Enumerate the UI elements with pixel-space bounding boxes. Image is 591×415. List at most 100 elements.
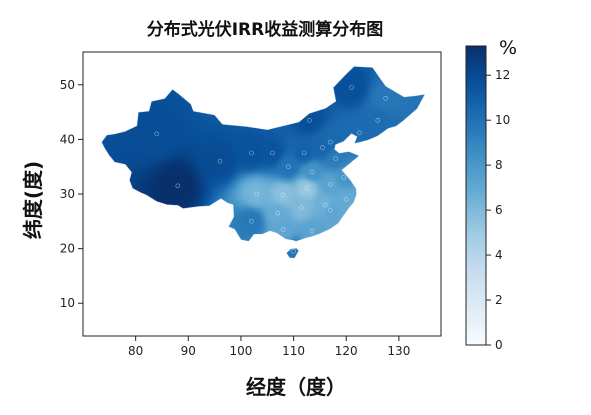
map-cell <box>164 181 167 185</box>
map-cell <box>157 111 161 114</box>
map-cell <box>116 146 119 150</box>
map-cell <box>157 179 161 183</box>
map-cell <box>166 96 170 99</box>
map-cell <box>135 173 139 176</box>
map-cell <box>133 181 137 185</box>
map-cell <box>140 179 143 183</box>
map-cell <box>127 140 130 143</box>
map-cell <box>162 115 165 119</box>
map-cell <box>138 177 141 180</box>
map-cell <box>109 140 112 143</box>
map-cell <box>138 170 141 174</box>
map-cell <box>133 129 137 132</box>
map-cell <box>127 159 130 163</box>
map-cell <box>146 175 150 178</box>
map-cell <box>109 146 112 150</box>
map-cell <box>153 166 156 169</box>
map-cell <box>131 159 134 163</box>
map-cell <box>133 153 137 156</box>
map-cell <box>153 188 156 191</box>
map-cell <box>160 126 163 130</box>
map-cell <box>151 184 154 187</box>
map-cell <box>151 133 154 136</box>
map-cell <box>138 181 141 185</box>
map-cell <box>129 168 132 172</box>
map-cell <box>151 155 154 158</box>
map-cell <box>155 186 159 189</box>
map-cell <box>127 155 130 158</box>
map-cell <box>162 155 165 158</box>
map-cell <box>129 135 132 139</box>
map-cell <box>146 133 150 136</box>
map-cell <box>118 146 121 150</box>
map-cell <box>135 146 139 150</box>
map-cell <box>162 166 165 169</box>
map-cell <box>149 107 152 110</box>
map-cell <box>120 133 123 136</box>
map-cell <box>162 104 165 108</box>
map-cell <box>116 137 119 141</box>
map-cell <box>144 118 148 121</box>
map-cell <box>124 135 128 139</box>
map-cell <box>124 144 128 147</box>
map-cell <box>149 164 152 167</box>
map-cell <box>135 129 139 132</box>
map-cell <box>107 148 110 152</box>
map-cell <box>151 190 154 194</box>
map-cell <box>102 142 106 145</box>
map-cell <box>155 184 159 187</box>
map-cell <box>160 109 163 112</box>
map-cell <box>166 135 170 139</box>
map-cell <box>151 159 154 163</box>
map-cell <box>131 146 134 150</box>
map-cell <box>149 115 152 119</box>
map-cell <box>166 115 170 119</box>
map-cell <box>124 153 128 156</box>
map-cell <box>142 142 145 145</box>
map-cell <box>124 159 128 163</box>
map-cell <box>131 131 134 134</box>
map-cell <box>138 124 141 128</box>
map-cell <box>162 113 165 117</box>
map-cell <box>157 186 161 189</box>
map-cell <box>122 131 126 134</box>
map-cell <box>155 192 159 196</box>
map-cell <box>164 164 167 167</box>
map-cell <box>122 144 126 147</box>
map-cell <box>127 157 130 161</box>
map-cell <box>122 162 126 165</box>
map-cell <box>164 184 167 187</box>
map-cell <box>140 181 143 185</box>
map-cell <box>155 109 159 112</box>
map-cell <box>138 144 141 147</box>
map-cell <box>153 107 156 110</box>
map-cell <box>142 164 145 167</box>
map-cell <box>146 155 150 158</box>
map-cell <box>149 140 152 143</box>
map-cell <box>162 120 165 123</box>
map-cell <box>146 140 150 143</box>
map-cell <box>153 175 156 178</box>
map-cell <box>144 115 148 119</box>
map-cell <box>166 98 170 101</box>
map-cell <box>149 184 152 187</box>
map-cell <box>142 186 145 189</box>
map-cell <box>149 129 152 132</box>
map-cell <box>129 164 132 167</box>
map-cell <box>140 122 143 125</box>
map-cell <box>140 111 143 114</box>
map-cell <box>151 153 154 156</box>
map-cell <box>153 157 156 161</box>
map-cell <box>144 159 148 163</box>
map-cell <box>129 142 132 145</box>
map-cell <box>160 188 163 191</box>
map-cell <box>162 133 165 136</box>
map-cell <box>138 137 141 141</box>
map-cell <box>113 159 117 163</box>
map-cell <box>138 166 141 169</box>
map-cell <box>146 184 150 187</box>
map-cell <box>153 118 156 121</box>
map-cell <box>155 166 159 169</box>
map-cell <box>157 168 161 172</box>
map-cell <box>164 197 167 200</box>
